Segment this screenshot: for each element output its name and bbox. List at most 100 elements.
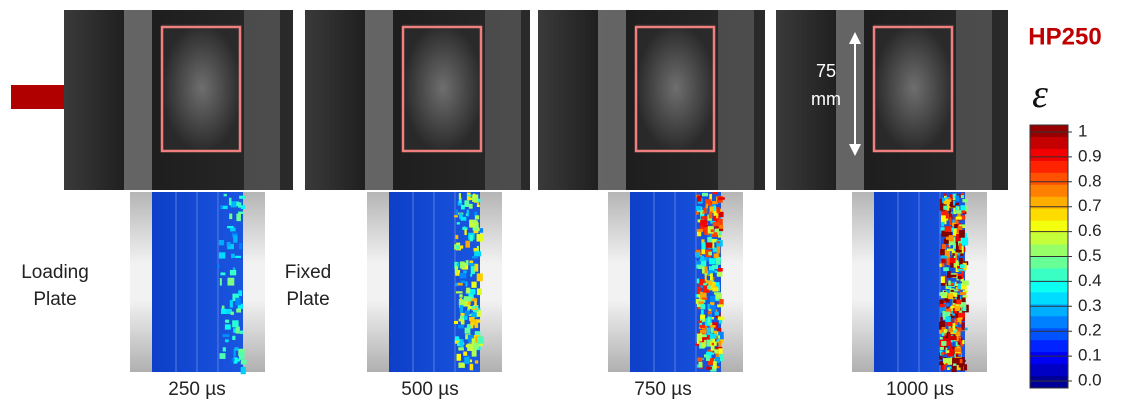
strain-spot [948,243,951,248]
strain-spot [950,335,957,341]
strain-spot [458,197,462,203]
strain-spot [464,229,467,236]
strain-spot [469,363,474,371]
strain-spot [714,330,718,336]
strain-spot [953,289,959,292]
strain-spot [474,263,479,272]
strain-spot [953,228,958,236]
colorbar: 1 0.9 0.8 0.7 0.6 0.5 0.4 0.3 0.2 0.1 0.0 [1029,121,1102,389]
strain-spot [948,366,953,369]
strain-spot [233,328,238,333]
strain-spot [461,262,469,270]
strain-spot [701,192,709,197]
strain-spot [699,329,706,333]
strain-spot [959,251,963,257]
strain-spot [954,319,957,325]
strain-spot [950,306,955,309]
strain-spot [718,348,723,354]
strain-spot [709,325,716,328]
strain-spot [960,299,967,307]
strain-spot [229,269,237,276]
strain-spot [464,315,468,320]
strain-spot [717,218,723,226]
strain-spot [475,309,481,317]
strain-spot [471,348,477,357]
strain-spot [696,260,702,265]
colorbar-tick-label: 0.1 [1078,346,1102,365]
strain-spot [962,198,968,203]
strain-spot [944,195,947,198]
panel: 250 µs [64,10,293,400]
strain-spot [949,344,953,352]
strain-spot [468,292,474,299]
strain-spot [233,349,236,357]
strain-spot [939,198,945,206]
strain-spot [465,240,471,248]
strain-spot [957,253,961,256]
strain-spot [225,339,229,343]
strain-spot [704,227,708,231]
strain-spot [466,296,472,302]
strain-spot [459,212,463,219]
strain-spot [950,310,955,316]
colorbar-tick-label: 0.6 [1078,221,1102,240]
strain-spot [718,197,725,200]
strain-spot [469,263,474,266]
strain-spot [712,287,719,292]
strain-spot [476,288,482,296]
strain-spot [709,322,713,327]
strain-spot [943,311,951,317]
strain-spot [706,327,711,335]
colorbar-tick-label: 0.9 [1078,146,1102,165]
strain-spot [696,340,701,344]
photo-flange [124,10,152,190]
strain-spot [953,292,958,297]
strain-spot [714,356,721,363]
strain-spot [957,327,960,333]
strain-spot [713,205,717,213]
strain-spot [454,336,460,341]
photo-frame [956,10,992,190]
strain-spot [225,319,230,323]
strain-spot [467,308,470,312]
strain-spot [955,195,960,202]
strain-spot [459,315,466,320]
strain-spot [957,275,962,280]
strain-spot [467,334,473,343]
colorbar-tick-label: 0.3 [1078,296,1102,315]
strain-spot [712,247,718,253]
strain-spot [706,366,712,370]
strain-spot [702,266,708,274]
strain-spot [961,357,965,363]
panel: 1000 µs 75 mm [776,10,1008,400]
strain-spot [467,343,474,351]
strain-spot [476,201,480,206]
strain-spot [956,210,963,214]
photo-flange [836,10,864,190]
strain-spot [465,260,469,266]
strain-spot [696,278,700,284]
strain-spot [717,316,725,321]
strain-spot [707,236,712,245]
strain-spot [960,205,966,213]
plate [480,192,502,372]
strain-spot [955,249,962,253]
strain-spot [948,315,955,319]
strain-spot [953,242,956,249]
plate [721,192,743,372]
strain-spot [469,359,473,363]
strain-spot [714,270,718,273]
strain-spot [235,358,240,362]
colorbar-band [1030,184,1068,198]
scale-arrowhead [849,32,861,44]
photo-specimen [636,24,716,152]
strain-spot [717,304,724,308]
strain-spot [476,245,479,253]
strain-spot [236,308,242,313]
strain-spot [707,303,711,311]
strain-spot [695,343,701,346]
strain-spot [957,268,965,271]
strain-spot [949,194,953,200]
strain-spot [950,289,955,292]
strain-spot [713,216,720,224]
